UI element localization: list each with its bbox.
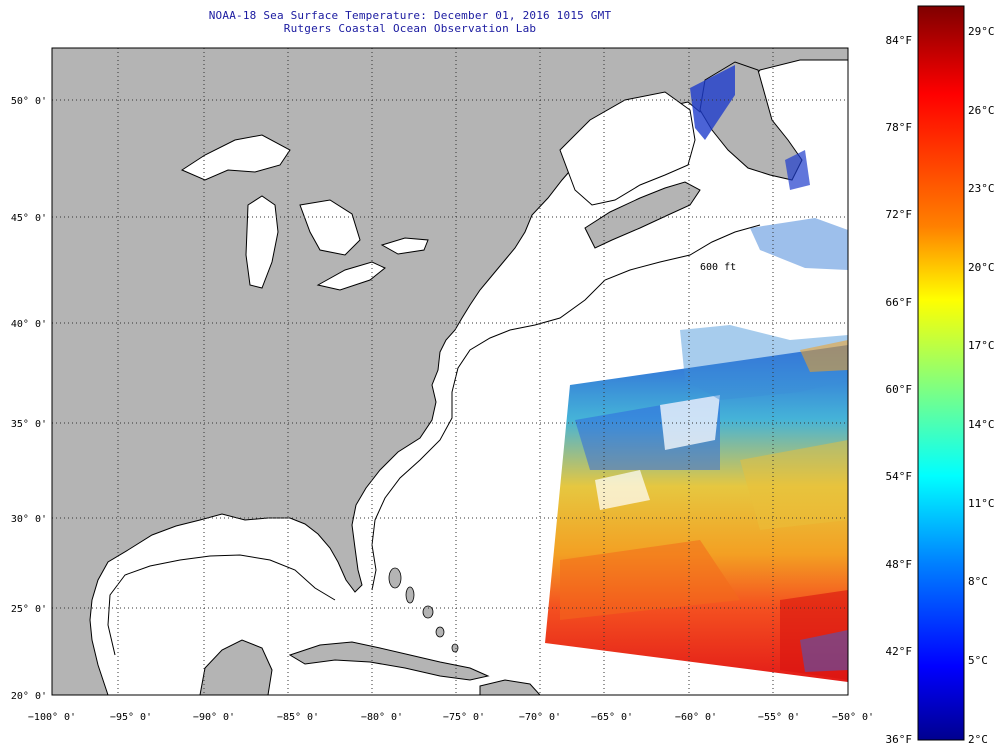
colorbar-c-label: 11°C [968,497,995,510]
colorbar-c-label: 5°C [968,654,988,667]
graticule [52,48,848,695]
colorbar: 84°F 78°F 72°F 66°F 60°F 54°F 48°F 42°F … [886,5,995,746]
lon-label: −100° 0' [28,712,76,723]
lon-label: −60° 0' [675,712,717,723]
colorbar-f-label: 84°F [886,34,913,47]
colorbar-f-label: 36°F [886,733,913,746]
lon-label: −55° 0' [758,712,800,723]
sst-swath-south [545,345,848,682]
lat-label: 35° 0' [11,419,47,430]
colorbar-gradient [917,5,965,741]
land-yucatan [199,639,273,695]
colorbar-f-label: 72°F [886,208,913,221]
colorbar-c-label: 14°C [968,418,995,431]
lat-label: 20° 0' [11,691,47,702]
lon-label: −70° 0' [519,712,561,723]
land-cuba [288,641,490,681]
lake-ontario [380,237,429,255]
lake-superior [180,134,291,181]
lake-huron [299,199,361,256]
map-subtitle: Rutgers Coastal Ocean Observation Lab [283,22,537,35]
lat-label: 45° 0' [11,213,47,224]
colorbar-f-label: 54°F [886,470,913,483]
lon-label: −75° 0' [443,712,485,723]
latitude-labels: 50° 0' 45° 0' 40° 0' 35° 0' 30° 0' 25° 0… [11,96,47,702]
land-nova-scotia [584,181,701,249]
lon-label: −90° 0' [193,712,235,723]
colorbar-c-label: 23°C [968,182,995,195]
colorbar-f-label: 48°F [886,558,913,571]
colorbar-c-label: 2°C [968,733,988,746]
colorbar-c-label: 29°C [968,25,995,38]
colorbar-f-label: 42°F [886,645,913,658]
map-title: NOAA-18 Sea Surface Temperature: Decembe… [208,9,612,22]
lon-label: −80° 0' [361,712,403,723]
lat-label: 25° 0' [11,604,47,615]
lake-erie [316,261,386,291]
lake-michigan [245,195,279,289]
colorbar-f-label: 60°F [886,383,913,396]
depth-contour [107,224,761,656]
colorbar-f-label: 78°F [886,121,913,134]
longitude-labels: −100° 0' −95° 0' −90° 0' −85° 0' −80° 0'… [28,712,874,723]
lon-label: −85° 0' [277,712,319,723]
lat-label: 30° 0' [11,514,47,525]
lat-label: 50° 0' [11,96,47,107]
colorbar-c-label: 17°C [968,339,995,352]
lon-label: −95° 0' [110,712,152,723]
colorbar-c-label: 26°C [968,104,995,117]
land-hispaniola [479,679,541,695]
sst-swath-north [680,65,848,400]
colorbar-f-label: 66°F [886,296,913,309]
bahamas-islands [388,567,459,653]
colorbar-c-label: 20°C [968,261,995,274]
lon-label: −65° 0' [591,712,633,723]
depth-contour-label: 600 ft [700,262,736,273]
lon-label: −50° 0' [832,712,874,723]
lat-label: 40° 0' [11,319,47,330]
colorbar-c-label: 8°C [968,575,988,588]
